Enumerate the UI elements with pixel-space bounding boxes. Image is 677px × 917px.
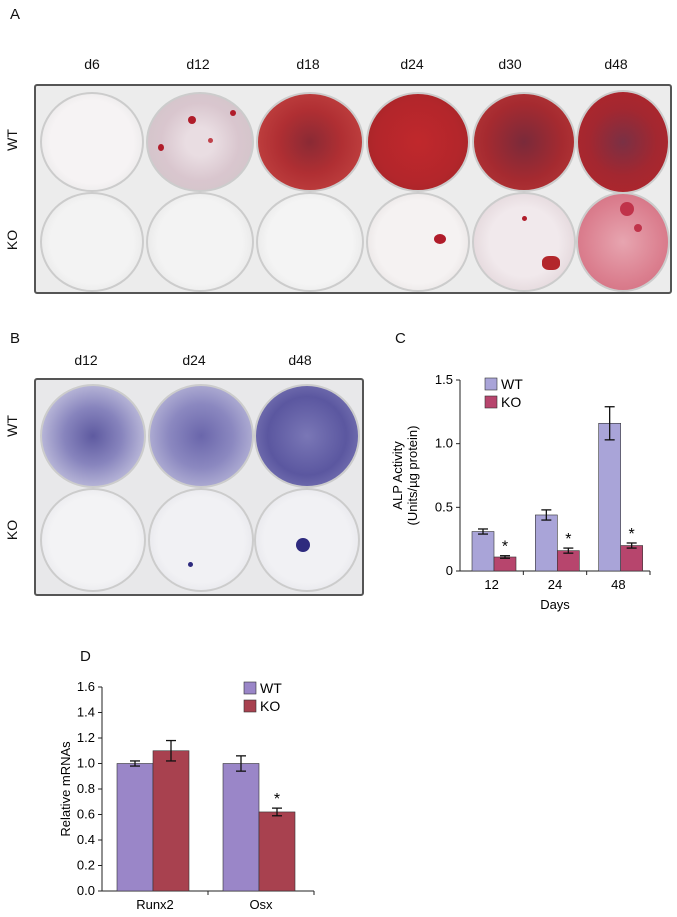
bar-ko	[493, 556, 517, 572]
well-b-ko-d12	[40, 488, 146, 592]
legend-label: WT	[501, 376, 523, 392]
significance-star: *	[502, 539, 508, 556]
well-wt-d48	[576, 90, 670, 194]
panel-b-day-label: d24	[182, 352, 206, 368]
well-ko-d12	[146, 192, 254, 292]
x-axis-label: Days	[540, 597, 570, 612]
y-tick-label: 1.5	[435, 372, 453, 387]
panel-b-row-label-wt: WT	[4, 415, 20, 437]
y-tick-label: 0.4	[77, 832, 95, 847]
bar-wt	[598, 422, 621, 572]
legend-swatch	[484, 395, 498, 409]
significance-star: *	[274, 791, 280, 808]
panel-b-plate	[34, 378, 364, 596]
legend-label: KO	[260, 698, 280, 714]
x-tick-label: 48	[611, 577, 625, 592]
x-tick-label: Osx	[249, 897, 273, 912]
panel-a-day-label: d6	[84, 56, 100, 72]
legend-label: KO	[501, 394, 521, 410]
well-ko-d48	[576, 192, 670, 292]
bar-wt	[116, 763, 154, 892]
y-tick-label: 0	[446, 563, 453, 578]
bar-ko	[258, 811, 296, 892]
y-tick-label: 1.0	[77, 756, 95, 771]
y-tick-label: 0.8	[77, 781, 95, 796]
y-tick-label: 1.2	[77, 730, 95, 745]
y-axis-label: ALP Activity	[390, 441, 405, 510]
bar-wt	[471, 531, 495, 572]
panel-b-letter: B	[10, 330, 21, 347]
well-wt-d6	[40, 92, 144, 192]
y-tick-label: 1.4	[77, 705, 95, 720]
y-tick-label: 1.0	[435, 436, 453, 451]
y-axis-label-units: (Units/µg protein)	[405, 426, 420, 526]
well-wt-d30	[472, 92, 576, 192]
panel-d-chart: 0.0 0.2 0.4 0.6 0.8 1.0 1.2 1.4 1.6 Runx2 * Osx WT KO…	[58, 679, 315, 912]
y-tick-label: 0.5	[435, 499, 453, 514]
significance-star: *	[565, 531, 571, 548]
panel-a-day-label: d30	[498, 56, 522, 72]
well-wt-d24	[366, 92, 470, 192]
legend-swatch	[243, 699, 257, 713]
well-ko-d24	[366, 192, 470, 292]
y-tick-label: 1.6	[77, 679, 95, 694]
y-tick-label: 0.6	[77, 807, 95, 822]
well-b-wt-d24	[148, 384, 254, 488]
well-b-wt-d48	[254, 384, 360, 488]
panel-b-day-label: d48	[288, 352, 312, 368]
panel-d-letter: D	[80, 648, 91, 665]
panel-a-day-label: d24	[400, 56, 424, 72]
legend-swatch	[243, 681, 257, 695]
well-b-ko-d48	[254, 488, 360, 592]
panel-a-day-label: d48	[604, 56, 628, 72]
significance-star: *	[629, 526, 635, 543]
well-ko-d6	[40, 192, 144, 292]
panel-a-day-label: d12	[186, 56, 210, 72]
well-wt-d12	[146, 92, 254, 192]
well-wt-d18	[256, 92, 364, 192]
well-ko-d30	[472, 192, 576, 292]
panel-a-letter: A	[10, 6, 21, 23]
bar-wt	[222, 763, 260, 892]
bar-wt	[535, 514, 558, 572]
panel-c-letter: C	[395, 330, 406, 347]
panel-b-day-label: d12	[74, 352, 98, 368]
panel-a-plate	[34, 84, 672, 294]
y-tick-label: 0.2	[77, 858, 95, 873]
panel-a-day-label: d18	[296, 56, 320, 72]
y-axis-label: Relative mRNAs	[58, 741, 73, 837]
x-tick-label: 12	[484, 577, 498, 592]
panel-c-chart: 0 0.5 1.0 1.5 * 12 * 24 * 48 WT KO Days ALP Activity(…	[390, 372, 651, 612]
legend-label: WT	[260, 680, 282, 696]
y-tick-label: 0.0	[77, 883, 95, 898]
legend-swatch	[484, 377, 498, 391]
well-ko-d18	[256, 192, 364, 292]
well-b-ko-d24	[148, 488, 254, 592]
panel-a-row-label-wt: WT	[4, 129, 20, 151]
panel-a-row-label-ko: KO	[4, 229, 20, 251]
x-tick-label: 24	[548, 577, 562, 592]
bar-ko	[620, 545, 643, 572]
x-tick-label: Runx2	[136, 897, 174, 912]
panel-b-row-label-ko: KO	[4, 519, 20, 541]
well-b-wt-d12	[40, 384, 146, 488]
bar-ko	[152, 750, 190, 892]
